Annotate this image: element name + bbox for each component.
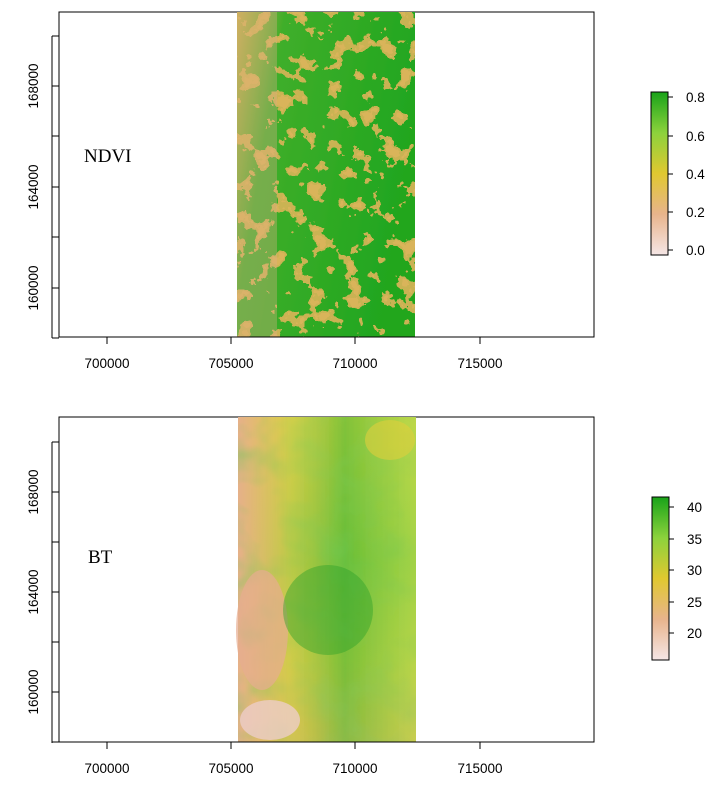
legend-tick-label: 0.6 [686,129,705,144]
y-tick-label: 168000 [26,469,41,514]
bt-x-axis: 700000 705000 710000 715000 [84,741,503,776]
y-tick-label: 168000 [26,63,41,108]
legend-tick-label: 30 [687,563,702,578]
x-tick-label: 700000 [84,761,129,776]
bt-raster [236,417,416,742]
legend-tick-label: 40 [687,500,702,515]
x-tick-label: 715000 [457,761,502,776]
bt-colorbar [651,496,670,661]
bt-legend: 20 25 30 35 40 [651,496,702,661]
ndvi-y-axis: 160000 164000 168000 [26,35,59,339]
ndvi-x-axis: 700000 705000 710000 715000 [84,336,503,371]
x-tick-label: 700000 [84,356,129,371]
bt-panel: BT 700000 705000 710000 715000 160000 16… [26,416,702,776]
ndvi-panel: NDVI 700000 705000 710000 715000 160000 … [26,11,705,371]
x-tick-label: 710000 [332,356,377,371]
legend-tick-label: 0.2 [686,205,705,220]
y-tick-label: 164000 [26,569,41,614]
legend-tick-label: 0.8 [686,90,705,105]
x-tick-label: 710000 [332,761,377,776]
ndvi-label: NDVI [84,146,132,167]
bt-y-axis: 160000 164000 168000 [26,441,59,743]
legend-tick-label: 20 [687,626,702,641]
legend-tick-label: 35 [687,532,702,547]
ndvi-legend: 0.0 0.2 0.4 0.6 0.8 [650,90,705,258]
bt-label: BT [88,547,113,568]
ndvi-raster [237,12,415,337]
x-tick-label: 705000 [208,356,253,371]
x-tick-label: 715000 [457,356,502,371]
y-tick-label: 160000 [26,669,41,714]
x-tick-label: 705000 [208,761,253,776]
legend-tick-label: 0.4 [686,167,705,182]
legend-tick-label: 0.0 [686,243,705,258]
y-tick-label: 164000 [26,164,41,209]
y-tick-label: 160000 [26,265,41,310]
ndvi-colorbar [650,91,669,256]
legend-tick-label: 25 [687,595,702,610]
